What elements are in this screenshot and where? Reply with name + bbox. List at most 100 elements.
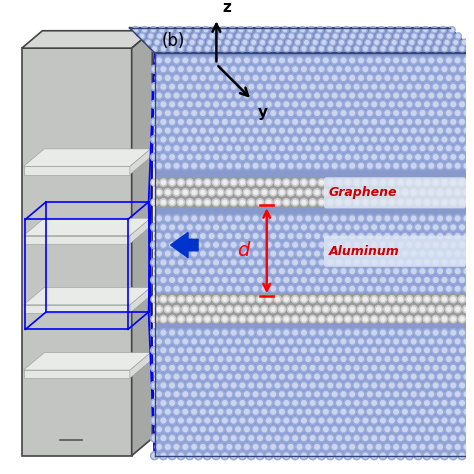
Circle shape: [161, 137, 166, 142]
Circle shape: [168, 27, 174, 33]
Circle shape: [295, 74, 303, 82]
Circle shape: [319, 453, 324, 458]
Circle shape: [196, 418, 201, 423]
Circle shape: [228, 34, 232, 38]
Circle shape: [291, 452, 299, 460]
Circle shape: [187, 28, 190, 32]
Circle shape: [324, 76, 328, 80]
Circle shape: [359, 427, 364, 432]
Circle shape: [337, 278, 341, 283]
Circle shape: [354, 365, 359, 370]
Circle shape: [319, 201, 323, 204]
Circle shape: [420, 269, 425, 273]
Circle shape: [463, 267, 471, 275]
Circle shape: [337, 401, 341, 405]
Circle shape: [186, 417, 194, 425]
Circle shape: [363, 67, 368, 72]
Circle shape: [151, 46, 158, 52]
Circle shape: [169, 179, 176, 186]
Circle shape: [249, 317, 253, 321]
Circle shape: [210, 339, 214, 344]
Circle shape: [336, 296, 343, 303]
Circle shape: [418, 39, 424, 46]
Circle shape: [372, 348, 376, 353]
Circle shape: [363, 155, 368, 159]
Circle shape: [213, 28, 217, 32]
Circle shape: [366, 285, 374, 293]
Circle shape: [187, 436, 192, 440]
Circle shape: [388, 179, 395, 186]
Circle shape: [293, 278, 298, 283]
Circle shape: [367, 392, 372, 397]
Circle shape: [449, 100, 457, 109]
Circle shape: [152, 225, 157, 229]
Circle shape: [288, 392, 293, 397]
Circle shape: [203, 364, 211, 372]
Circle shape: [467, 199, 474, 206]
Circle shape: [331, 56, 339, 64]
Circle shape: [344, 434, 352, 442]
Circle shape: [210, 374, 214, 379]
Circle shape: [194, 100, 202, 109]
Circle shape: [451, 436, 456, 440]
Circle shape: [166, 307, 170, 311]
Circle shape: [359, 76, 364, 80]
Circle shape: [152, 330, 157, 335]
Circle shape: [177, 399, 185, 407]
Circle shape: [438, 58, 442, 63]
Circle shape: [217, 232, 225, 240]
Circle shape: [293, 401, 298, 405]
Circle shape: [447, 410, 451, 414]
Circle shape: [354, 260, 359, 265]
Circle shape: [348, 91, 356, 100]
Circle shape: [376, 191, 381, 194]
Circle shape: [234, 337, 242, 346]
Circle shape: [390, 201, 394, 204]
Circle shape: [210, 146, 214, 151]
Circle shape: [265, 382, 273, 390]
Circle shape: [420, 216, 425, 221]
Circle shape: [284, 67, 289, 72]
Circle shape: [376, 445, 381, 449]
Circle shape: [414, 241, 422, 249]
Circle shape: [168, 136, 176, 144]
Circle shape: [252, 250, 260, 258]
Circle shape: [170, 297, 174, 301]
Circle shape: [159, 136, 167, 144]
Circle shape: [221, 452, 229, 460]
Circle shape: [203, 27, 209, 33]
Circle shape: [199, 189, 207, 196]
Circle shape: [339, 337, 347, 346]
Circle shape: [379, 223, 387, 231]
Circle shape: [152, 365, 157, 370]
Circle shape: [337, 383, 341, 388]
Circle shape: [201, 146, 205, 151]
Circle shape: [394, 374, 399, 379]
Circle shape: [376, 286, 381, 291]
Circle shape: [392, 355, 400, 363]
Circle shape: [170, 330, 174, 335]
Circle shape: [304, 91, 312, 100]
Circle shape: [173, 56, 181, 64]
Circle shape: [266, 418, 271, 423]
Circle shape: [371, 296, 378, 303]
Circle shape: [429, 58, 434, 63]
Circle shape: [359, 357, 364, 361]
Circle shape: [344, 452, 352, 460]
Circle shape: [449, 118, 457, 126]
Circle shape: [351, 34, 355, 38]
Circle shape: [332, 251, 337, 256]
Circle shape: [197, 47, 201, 51]
Circle shape: [324, 269, 328, 273]
Circle shape: [374, 408, 383, 416]
Circle shape: [442, 137, 447, 142]
Circle shape: [271, 269, 275, 273]
Circle shape: [372, 260, 376, 265]
Circle shape: [315, 251, 319, 256]
Circle shape: [440, 434, 448, 442]
Circle shape: [192, 410, 196, 414]
Circle shape: [188, 317, 191, 321]
Circle shape: [370, 364, 378, 372]
Circle shape: [288, 357, 293, 361]
Circle shape: [243, 91, 251, 100]
